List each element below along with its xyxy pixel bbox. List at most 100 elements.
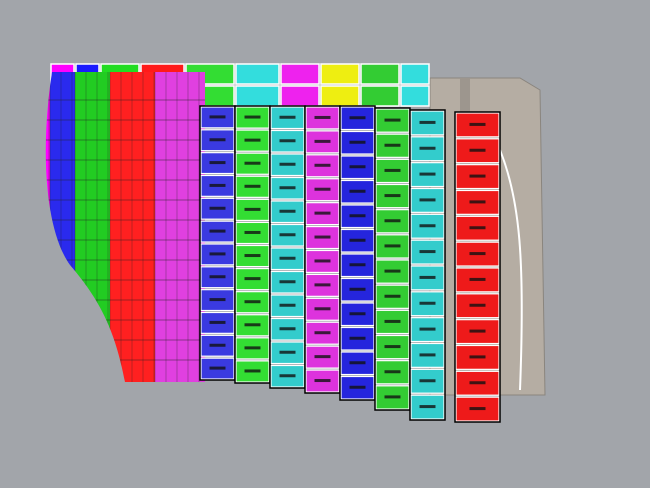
panel-label — [209, 229, 226, 233]
panel — [320, 85, 360, 107]
panel-label — [349, 312, 366, 316]
panel-label — [209, 320, 226, 324]
top-panel-column — [320, 63, 360, 107]
panel-column — [234, 105, 271, 384]
panel-label — [279, 256, 296, 260]
panel-label — [349, 140, 366, 144]
panel-label — [349, 385, 366, 389]
panel-label — [244, 323, 261, 327]
panel-label — [314, 259, 331, 263]
top-panel-column — [235, 63, 280, 107]
panel-label — [279, 209, 296, 213]
panel-label — [209, 138, 226, 142]
panel-label — [384, 118, 401, 122]
panel — [360, 85, 400, 107]
panel-label — [419, 146, 436, 150]
panel — [280, 63, 320, 85]
panel-label — [469, 252, 486, 256]
panel-label — [244, 138, 261, 142]
panel-label — [349, 116, 366, 120]
panel-label — [279, 303, 296, 307]
hull-side — [45, 72, 205, 382]
panel-label — [419, 405, 436, 409]
panel-label — [279, 186, 296, 190]
hull-stripe — [50, 72, 75, 382]
panel-label — [314, 235, 331, 239]
panel-label — [419, 301, 436, 305]
panel-label — [244, 207, 261, 211]
panel-label — [419, 250, 436, 254]
panel-label — [349, 214, 366, 218]
hull-stripe — [110, 72, 155, 382]
panel-label — [469, 174, 486, 178]
panel-label — [384, 143, 401, 147]
panel-column — [454, 111, 501, 423]
panel-column — [374, 107, 411, 411]
panel — [360, 63, 400, 85]
panel-label — [244, 115, 261, 119]
panel-label — [279, 374, 296, 378]
panel-label — [349, 238, 366, 242]
panel-label — [209, 206, 226, 210]
panel-label — [469, 381, 486, 385]
panel-label — [244, 346, 261, 350]
panel-label — [314, 187, 331, 191]
superstructure-edge — [499, 149, 523, 391]
panel-label — [384, 345, 401, 349]
panel-label — [469, 200, 486, 204]
top-panel-column — [400, 63, 430, 107]
panel-label — [384, 269, 401, 273]
panel-label — [349, 336, 366, 340]
panel-label — [469, 122, 486, 126]
column-outline — [454, 111, 501, 423]
panel-label — [314, 211, 331, 215]
panel-label — [279, 115, 296, 119]
panel — [235, 85, 280, 107]
panel-label — [244, 184, 261, 188]
panel-label — [314, 163, 331, 167]
panel-label — [244, 161, 261, 165]
panel-label — [469, 407, 486, 411]
panel-label — [419, 327, 436, 331]
panel-label — [384, 244, 401, 248]
panel-column — [199, 105, 236, 381]
panel-label — [419, 353, 436, 357]
panel-label — [469, 355, 486, 359]
panel-label — [384, 370, 401, 374]
panel-label — [349, 287, 366, 291]
panel-column — [269, 105, 306, 389]
panel-label — [314, 355, 331, 359]
panel-label — [209, 343, 226, 347]
panel-label — [384, 319, 401, 323]
panel-label — [314, 331, 331, 335]
panel-label — [209, 161, 226, 165]
panel-label — [279, 327, 296, 331]
panel-label — [419, 120, 436, 124]
hull-stripe — [45, 72, 50, 382]
panel-label — [209, 115, 226, 119]
panel-label — [244, 230, 261, 234]
panel-label — [314, 115, 331, 119]
panel-label — [209, 366, 226, 370]
panel-label — [384, 219, 401, 223]
top-panel-column — [360, 63, 400, 107]
panel-label — [209, 298, 226, 302]
panel-label — [349, 263, 366, 267]
panel-label — [419, 198, 436, 202]
panel-label — [209, 252, 226, 256]
panel-label — [349, 361, 366, 365]
hull-stripe — [155, 72, 205, 382]
panel — [320, 63, 360, 85]
panel-label — [209, 275, 226, 279]
hull-stripe — [75, 72, 110, 382]
panel — [235, 63, 280, 85]
panel-label — [244, 277, 261, 281]
panel-label — [244, 369, 261, 373]
panel-label — [469, 277, 486, 281]
panel-label — [349, 165, 366, 169]
panel-label — [469, 329, 486, 333]
panel-label — [469, 148, 486, 152]
panel-label — [314, 307, 331, 311]
